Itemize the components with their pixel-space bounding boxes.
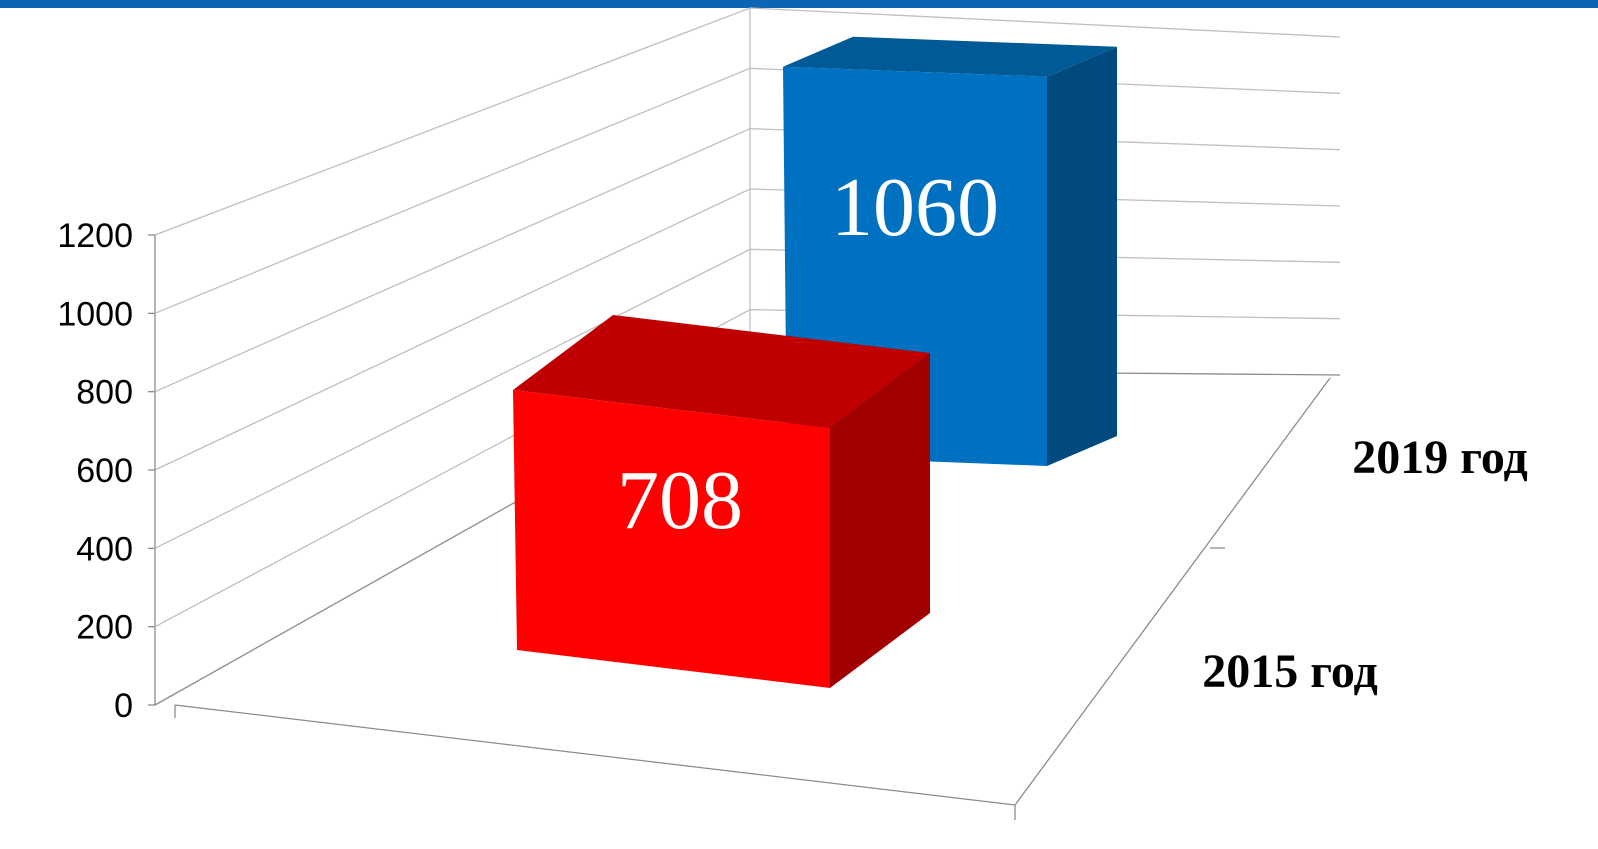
depth-axis-line — [1014, 377, 1331, 806]
gridline — [154, 309, 1341, 628]
chart-bars: 1060 708 — [513, 36, 1117, 688]
y-tick-label: 200 — [76, 609, 133, 647]
category-label: 2019 год — [1352, 431, 1528, 484]
category-labels: 2015 год 2019 год — [1202, 431, 1528, 698]
gridline — [154, 67, 1341, 314]
bar-2019: 1060 — [783, 36, 1117, 466]
gridline — [154, 128, 1341, 393]
bar-2015-top-face — [513, 315, 930, 428]
data-label: 708 — [617, 454, 743, 547]
y-tick-label: 600 — [76, 452, 133, 490]
data-label: 1060 — [831, 161, 999, 254]
chart-gridlines — [148, 7, 1341, 706]
y-tick-label: 1200 — [57, 217, 133, 255]
x-axis-line — [174, 704, 1016, 806]
chart-axes — [174, 377, 1331, 820]
top-accent-bar — [0, 0, 1598, 8]
y-tick-label: 1000 — [57, 295, 133, 333]
y-axis-tick-labels: 0 200 400 600 800 1000 1200 — [57, 217, 133, 725]
bar-2019-side-face — [1047, 46, 1117, 466]
y-tick-label: 400 — [76, 530, 133, 568]
bar-2015-front-face — [513, 390, 830, 688]
gridline — [154, 7, 1341, 236]
bar-2015: 708 — [513, 315, 930, 688]
y-tick-label: 800 — [76, 374, 133, 412]
gridline — [154, 248, 1341, 549]
category-label: 2015 год — [1202, 645, 1378, 698]
bar-2019-top-face — [783, 36, 1117, 77]
y-tick-label: 0 — [114, 687, 133, 725]
gridline — [154, 188, 1341, 471]
bar-2015-side-face — [830, 353, 930, 688]
